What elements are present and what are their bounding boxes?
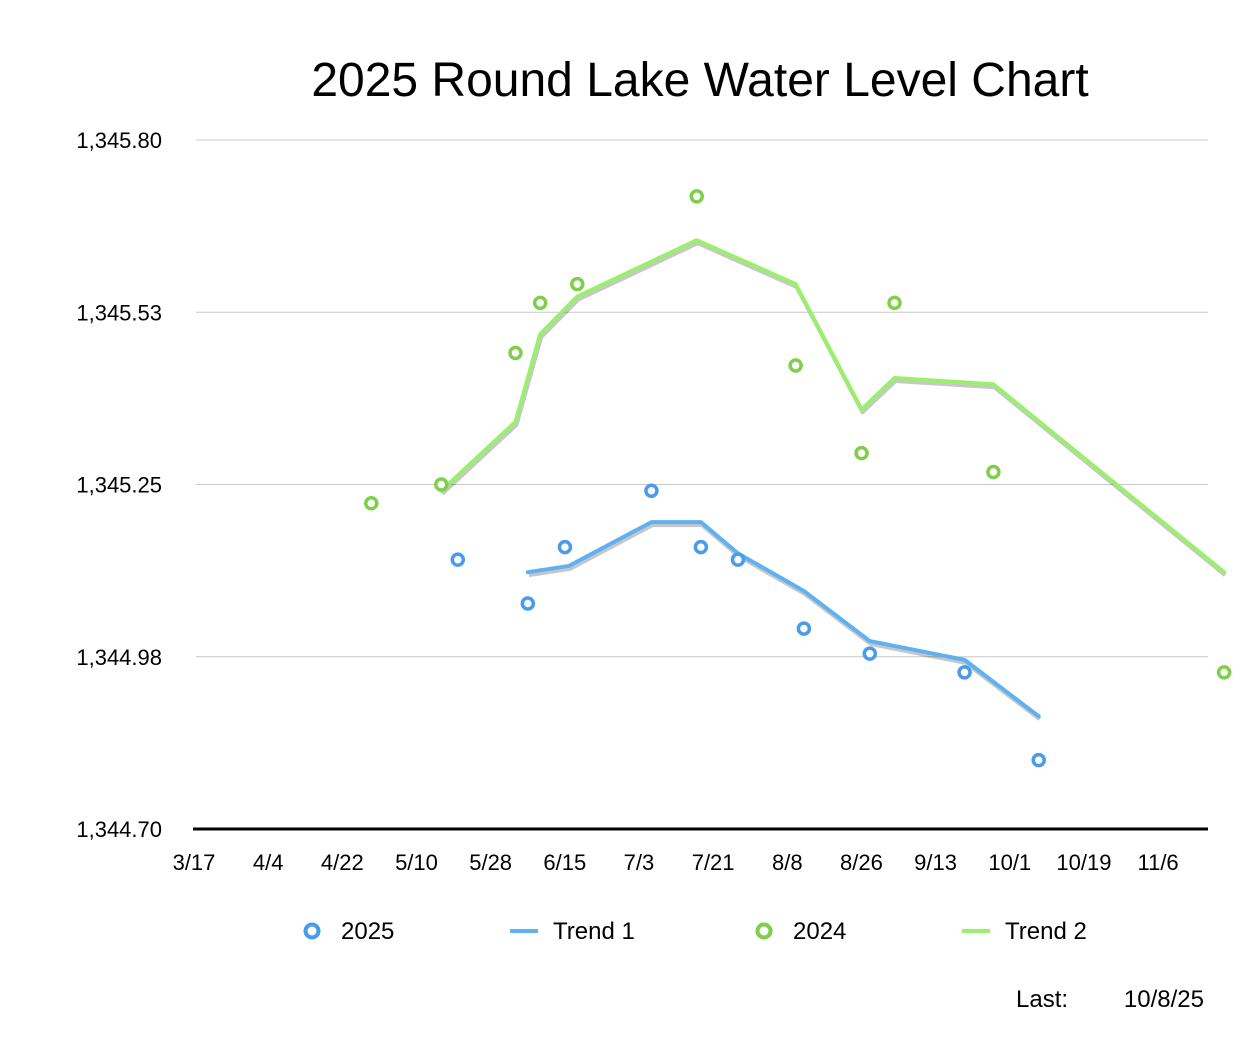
- grid: [196, 139, 1208, 658]
- x-tick-label: 11/6: [1137, 850, 1178, 875]
- y-tick-label: 1,345.53: [76, 300, 162, 325]
- legend-marker-2025: [303, 922, 321, 940]
- x-tick-label: 4/22: [321, 850, 364, 875]
- data-point-2024: [986, 464, 1001, 480]
- series-line-trend-2: [439, 238, 1227, 575]
- data-point-2025: [1031, 752, 1046, 768]
- x-axis-ticks: 3/17 4/4 4/22 5/10 5/28 6/15 7/3 7/21 8/8 8/26 9/1…: [173, 850, 1179, 875]
- x-tick-label: 7/3: [624, 850, 655, 875]
- data-point-2025: [730, 552, 746, 567]
- x-tick-label: 8/26: [840, 850, 883, 875]
- y-tick-label: 1,345.25: [76, 473, 162, 498]
- legend: 2025 Trend 1 2024 Trend 2: [303, 918, 1087, 945]
- legend-label: 2025: [341, 918, 394, 945]
- x-tick-label: 10/1: [988, 850, 1031, 875]
- legend-label: Trend 1: [553, 918, 635, 945]
- footer-label: Last:: [1016, 986, 1068, 1013]
- series-line-shadow: [440, 241, 1227, 577]
- data-point-2025: [557, 539, 573, 555]
- x-tick-label: 10/19: [1056, 850, 1111, 875]
- y-tick-label: 1,344.98: [76, 645, 162, 670]
- y-tick-label: 1,344.70: [76, 817, 162, 842]
- x-tick-label: 3/17: [173, 850, 216, 875]
- y-axis-ticks: 1,344.70 1,344.98 1,345.25 1,345.53 1,345.80: [76, 128, 162, 842]
- footer: Last: 10/8/25: [1016, 986, 1204, 1013]
- data-point-2025: [796, 621, 812, 636]
- x-tick-label: 4/4: [253, 850, 284, 875]
- x-tick-label: 5/10: [395, 850, 438, 875]
- data-point-2024: [788, 358, 803, 373]
- data-point-2024: [854, 445, 869, 461]
- data-point-2025: [957, 665, 972, 680]
- data-point-2024: [434, 477, 449, 492]
- footer-date: 10/8/25: [1124, 986, 1204, 1013]
- x-tick-label: 9/13: [914, 850, 957, 875]
- x-tick-label: 7/21: [692, 850, 735, 875]
- data-point-2024: [887, 295, 902, 311]
- x-tick-label: 5/28: [469, 850, 512, 875]
- data-point-2025: [862, 646, 878, 661]
- chart-title: 2025 Round Lake Water Level Chart: [311, 54, 1088, 107]
- series-line-shadow: [528, 523, 1041, 721]
- legend-marker-2024: [755, 922, 773, 940]
- data-point-2025: [644, 483, 659, 499]
- plot-area: [364, 189, 1232, 768]
- data-point-2024: [364, 496, 379, 511]
- x-tick-label: 6/15: [543, 850, 586, 875]
- legend-label: 2024: [793, 918, 846, 945]
- data-point-2024: [689, 189, 705, 204]
- data-point-2025: [450, 552, 466, 567]
- legend-label: Trend 2: [1005, 918, 1087, 945]
- data-point-2024: [508, 345, 523, 361]
- data-point-2024: [570, 276, 585, 292]
- x-tick-label: 8/8: [772, 850, 803, 875]
- data-point-2024: [532, 295, 548, 311]
- data-point-2025: [520, 596, 536, 611]
- data-point-2025: [693, 539, 709, 555]
- data-point-2024: [1216, 665, 1232, 680]
- y-tick-label: 1,345.80: [76, 128, 162, 153]
